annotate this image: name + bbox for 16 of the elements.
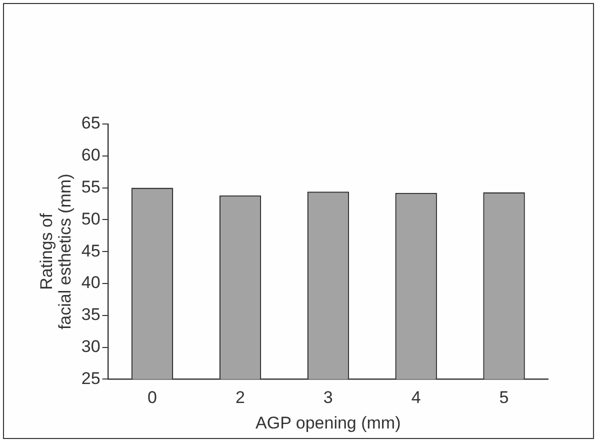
y-tick-label: 50 <box>81 209 100 228</box>
y-tick-label: 45 <box>81 241 100 260</box>
y-tick-label: 65 <box>81 114 100 133</box>
y-tick-label: 30 <box>81 336 100 356</box>
y-tick-label: 55 <box>81 177 100 196</box>
y-tick-label: 25 <box>81 368 100 388</box>
y-tick-label: 60 <box>81 146 100 165</box>
x-axis-title: AGP opening (mm) <box>256 413 401 432</box>
x-tick-label: 5 <box>499 388 509 408</box>
x-tick-label: 2 <box>235 388 245 408</box>
y-axis-title: Ratings of facial esthetics (mm) <box>37 174 75 330</box>
x-tick-label: 0 <box>148 388 158 408</box>
y-tick-label: 40 <box>81 273 100 292</box>
x-tick-label: 3 <box>323 388 333 408</box>
x-tick-label: 4 <box>411 388 421 408</box>
y-tick-label: 35 <box>81 305 100 324</box>
